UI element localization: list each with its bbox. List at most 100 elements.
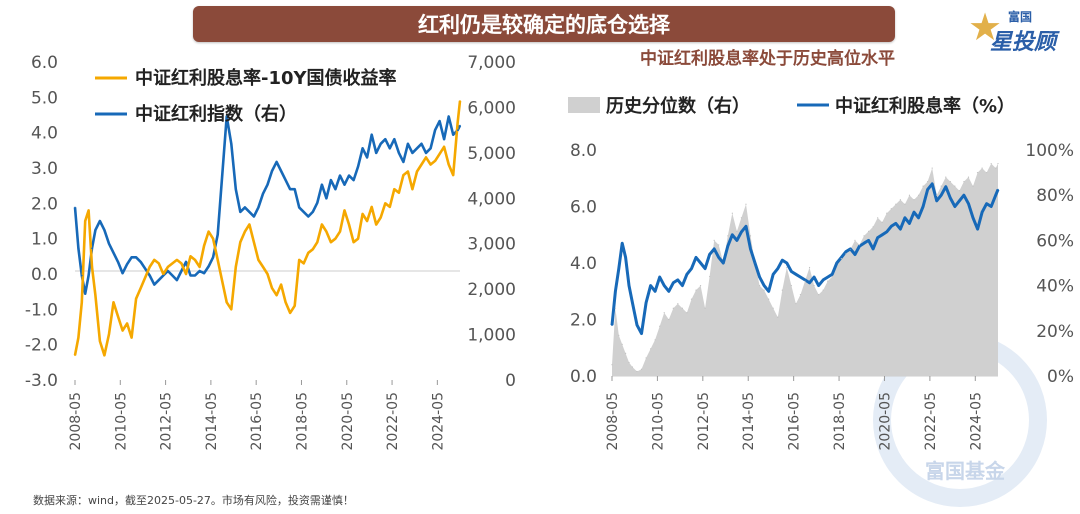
yield-point: [881, 233, 883, 236]
index-point: [325, 197, 328, 200]
percentile-point: [940, 185, 942, 187]
spread-point: [257, 259, 260, 261]
left-y-tick: 2.0: [31, 194, 58, 214]
fullgoal-logo: ★ 富国 星投顾: [968, 4, 1078, 58]
yield-point: [636, 324, 638, 326]
x-tick-label: 2010-05: [113, 392, 129, 451]
percentile-point: [672, 307, 674, 309]
index-point: [429, 147, 432, 150]
legend-label-percentile: 历史分位数（右）: [606, 95, 750, 117]
percentile-point: [886, 212, 888, 214]
percentile-point: [631, 366, 634, 368]
yield-point: [845, 250, 847, 253]
left-y-tick: 6.0: [570, 198, 597, 218]
spread-point: [459, 100, 461, 102]
yield-point: [994, 194, 997, 196]
right-chart-title: 中证红利股息率处于历史高位水平: [640, 48, 895, 69]
index-point: [379, 142, 382, 145]
yield-point: [913, 211, 915, 213]
spread-point: [311, 248, 314, 251]
spread-point: [230, 308, 233, 311]
index-point: [266, 183, 269, 186]
right-y-tick: 7,000: [467, 53, 516, 73]
spread-point: [384, 202, 387, 205]
percentile-point: [709, 275, 711, 278]
x-tick-label: 2020-05: [340, 392, 356, 451]
x-tick-label: 2024-05: [430, 392, 446, 451]
spread-point: [325, 230, 328, 233]
yield-point: [628, 284, 630, 287]
index-point: [194, 274, 196, 277]
right-yield-line: [610, 182, 1000, 336]
yield-point: [831, 273, 834, 276]
x-tick-label: 2018-05: [294, 392, 310, 451]
star-icon: ★: [968, 5, 1003, 49]
yield-point: [840, 256, 843, 259]
spread-point: [357, 237, 359, 240]
percentile-point: [995, 167, 997, 169]
yield-point: [736, 239, 738, 242]
spread-point: [330, 241, 332, 243]
percentile-point: [736, 230, 738, 232]
percentile-point: [686, 312, 688, 314]
x-tick-label: 2014-05: [204, 392, 220, 451]
yield-point: [917, 217, 920, 219]
left-chart: 6.0 5.0 4.0 3.0 2.0 1.0 0.0 -1.0 -2.0 -3.0 7,000 6…: [25, 53, 516, 451]
yield-point: [631, 301, 634, 304]
yield-point: [645, 301, 647, 304]
yield-point: [776, 267, 779, 270]
percentile-point: [936, 194, 938, 196]
right-y-tick: 60%: [1036, 231, 1074, 251]
x-tick-label: 2020-05: [877, 392, 893, 451]
percentile-point: [917, 194, 920, 196]
yield-point: [722, 262, 725, 264]
index-point: [153, 283, 156, 286]
spread-point: [416, 170, 418, 173]
yield-point: [922, 205, 924, 208]
spread-point: [126, 322, 128, 325]
percentile-point: [981, 167, 983, 169]
percentile-point: [740, 217, 743, 219]
percentile-point: [781, 289, 783, 291]
legend-label-spread: 中证红利股息率-10Y国债收益率: [135, 67, 397, 89]
spread-point: [307, 252, 310, 254]
yield-point: [885, 231, 888, 233]
yield-point: [899, 228, 902, 230]
spread-point: [207, 230, 210, 233]
spread-point: [157, 262, 160, 265]
index-point: [130, 256, 133, 259]
percentile-point: [628, 361, 630, 364]
index-point: [321, 183, 323, 186]
spread-point: [139, 287, 142, 289]
spread-point: [266, 273, 269, 275]
percentile-point: [827, 280, 829, 282]
index-point: [257, 206, 260, 209]
spread-point: [280, 283, 282, 286]
left-right-axis-ticks: 7,000 6,000 5,000 4,000 3,000 2,000 1,000 0: [467, 53, 516, 391]
spread-point: [447, 163, 450, 166]
percentile-point: [749, 235, 752, 237]
percentile-point: [777, 316, 779, 318]
yield-point: [663, 284, 666, 287]
spread-point: [361, 213, 364, 215]
spread-point: [112, 301, 115, 304]
yield-point: [981, 211, 983, 213]
logo-big-text: 星投顾: [990, 30, 1057, 55]
yield-point: [667, 290, 670, 293]
yield-point: [781, 259, 784, 261]
yield-point: [786, 262, 788, 264]
percentile-point: [976, 172, 979, 174]
index-point: [198, 270, 201, 272]
yield-point: [954, 205, 956, 208]
percentile-point: [922, 185, 924, 187]
index-point: [74, 206, 76, 209]
left-y-tick: 1.0: [31, 230, 58, 250]
index-point: [330, 179, 332, 181]
right-y-tick: 5,000: [467, 144, 516, 164]
index-point: [148, 274, 151, 277]
yield-point: [822, 279, 824, 281]
yield-point: [854, 253, 856, 256]
spread-point: [289, 312, 291, 314]
spread-point: [443, 146, 445, 148]
percentile-point: [963, 181, 965, 183]
